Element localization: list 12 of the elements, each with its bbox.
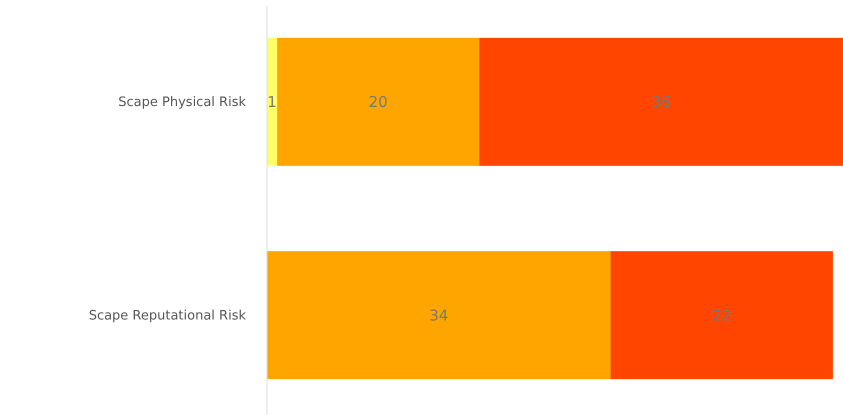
bar [267, 251, 611, 380]
bar [479, 38, 843, 166]
data-label: 20 [368, 93, 388, 112]
data-label: 22 [712, 306, 732, 324]
data-label: 1 [267, 93, 277, 112]
data-label: 36 [652, 93, 671, 112]
bar [610, 251, 833, 380]
bar [267, 38, 278, 166]
y-tick-label: Scape Reputational Risk [88, 308, 246, 324]
data-label: 34 [429, 306, 448, 324]
bar [277, 38, 480, 166]
y-tick-label: Scape Physical Risk [118, 95, 246, 110]
